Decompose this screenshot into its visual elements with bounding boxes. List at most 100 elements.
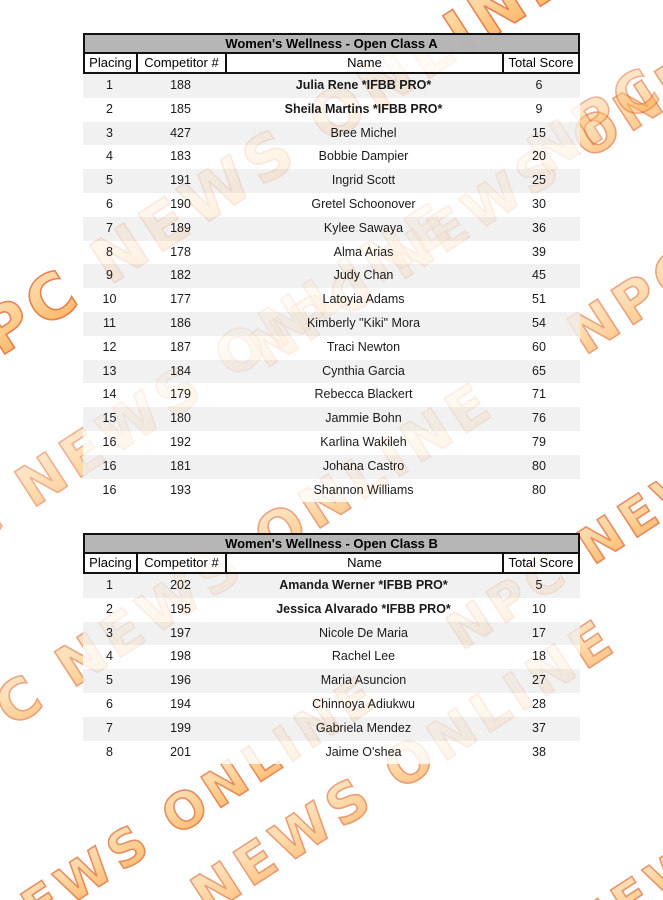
table-row: 1 202 Amanda Werner *IFBB PRO* 5 — [83, 574, 580, 598]
table-row: 10 177 Latoyia Adams 51 — [83, 288, 580, 312]
col-header-name: Name — [227, 54, 504, 72]
cell-competitor-number: 198 — [170, 649, 191, 664]
cell-competitor-number: 185 — [170, 101, 191, 116]
table-header-row: Placing Competitor # Name Total Score — [83, 54, 580, 74]
cell-competitor-number: 195 — [170, 601, 191, 616]
cell-name: Latoyia Adams — [322, 292, 405, 307]
cell-name: Rachel Lee — [331, 649, 396, 664]
table-body: 1 202 Amanda Werner *IFBB PRO* 5 2 195 J… — [83, 574, 580, 764]
table-row: 2 185 Sheila Martins *IFBB PRO* 9 — [83, 98, 580, 122]
cell-competitor-number: 186 — [170, 315, 191, 330]
table-row: 5 191 Ingrid Scott 25 — [83, 169, 580, 193]
cell-total-score: 65 — [532, 363, 546, 378]
cell-name: Cynthia Garcia — [322, 363, 405, 378]
cell-placing: 2 — [106, 601, 113, 616]
cell-total-score: 27 — [532, 673, 546, 688]
cell-placing: 1 — [106, 578, 113, 592]
cell-competitor-number: 197 — [170, 625, 191, 640]
table-header-row: Placing Competitor # Name Total Score — [83, 554, 580, 574]
table-row: 3 197 Nicole De Maria 17 — [83, 621, 580, 646]
cell-placing: 9 — [106, 268, 113, 283]
cell-placing: 4 — [106, 649, 113, 664]
cell-total-score: 20 — [532, 149, 546, 164]
results-table-class-a: Women's Wellness - Open Class A Placing … — [83, 33, 580, 503]
cell-competitor-number: 202 — [170, 578, 191, 592]
cell-name: Karlina Wakileh — [320, 434, 407, 449]
cell-name: Amanda Werner *IFBB PRO* — [279, 578, 448, 592]
col-header-placing: Placing — [85, 554, 138, 572]
results-table-class-b: Women's Wellness - Open Class B Placing … — [83, 533, 580, 765]
cell-placing: 16 — [102, 482, 117, 497]
col-header-total-score: Total Score — [508, 55, 574, 70]
cell-name: Ingrid Scott — [331, 173, 396, 188]
cell-total-score: 30 — [532, 196, 546, 211]
table-row: 2 195 Jessica Alvarado *IFBB PRO* 10 — [83, 598, 580, 622]
table-body: 1 188 Julia Rene *IFBB PRO* 6 2 185 Shei… — [83, 74, 580, 502]
cell-total-score: 80 — [532, 458, 546, 473]
table-row: 4 183 Bobbie Dampier 20 — [83, 145, 580, 169]
cell-name: Chinnoya Adiukwu — [312, 696, 415, 711]
cell-name: Judy Chan — [333, 268, 394, 283]
table-row: 16 193 Shannon Williams 80 — [83, 479, 580, 503]
cell-total-score: 39 — [532, 244, 546, 259]
cell-total-score: 18 — [532, 649, 546, 664]
cell-total-score: 5 — [535, 578, 543, 592]
cell-competitor-number: 190 — [170, 196, 191, 211]
cell-placing: 5 — [106, 173, 113, 188]
cell-total-score: 51 — [532, 292, 546, 307]
cell-competitor-number: 179 — [170, 387, 191, 402]
table-row: 8 201 Jaime O'shea 38 — [83, 741, 580, 765]
table-row: 8 178 Alma Arias 39 — [83, 241, 580, 265]
col-header-competitor: Competitor # — [138, 54, 227, 72]
cell-total-score: 10 — [532, 601, 546, 616]
cell-competitor-number: 183 — [170, 149, 191, 164]
cell-name: Maria Asuncion — [320, 673, 407, 688]
cell-name: Kimberly "Kiki" Mora — [306, 315, 421, 330]
cell-placing: 15 — [102, 411, 117, 426]
cell-competitor-number: 193 — [170, 482, 191, 497]
table-row: 7 189 Kylee Sawaya 36 — [83, 216, 580, 241]
cell-competitor-number: 184 — [170, 363, 191, 378]
cell-placing: 16 — [102, 458, 117, 473]
cell-placing: 7 — [106, 220, 113, 235]
table-row: 15 180 Jammie Bohn 76 — [83, 407, 580, 431]
col-header-placing: Placing — [85, 54, 138, 72]
cell-name: Julia Rene *IFBB PRO* — [295, 78, 432, 92]
cell-placing: 4 — [106, 149, 113, 164]
cell-name: Jaime O'shea — [325, 744, 402, 759]
cell-total-score: 71 — [532, 387, 546, 402]
cell-name: Alma Arias — [333, 244, 394, 259]
cell-placing: 1 — [106, 78, 113, 92]
table-row: 14 179 Rebecca Blackert 71 — [83, 383, 580, 407]
cell-placing: 3 — [106, 125, 113, 140]
cell-competitor-number: 189 — [170, 220, 191, 235]
cell-total-score: 17 — [532, 625, 546, 640]
cell-competitor-number: 181 — [170, 458, 191, 473]
cell-competitor-number: 196 — [170, 673, 191, 688]
table-row: 11 186 Kimberly "Kiki" Mora 54 — [83, 311, 580, 336]
cell-total-score: 37 — [532, 720, 546, 735]
cell-competitor-number: 177 — [170, 292, 191, 307]
cell-total-score: 76 — [532, 411, 546, 426]
cell-placing: 11 — [103, 315, 116, 330]
table-title: Women's Wellness - Open Class B — [83, 533, 580, 554]
cell-competitor-number: 182 — [170, 268, 191, 283]
cell-total-score: 54 — [532, 315, 546, 330]
cell-total-score: 28 — [532, 696, 546, 711]
cell-competitor-number: 188 — [170, 78, 191, 92]
table-row: 16 192 Karlina Wakileh 79 — [83, 431, 580, 455]
cell-placing: 5 — [106, 673, 113, 688]
cell-placing: 3 — [106, 625, 113, 640]
cell-total-score: 60 — [532, 339, 546, 354]
cell-placing: 14 — [102, 387, 117, 402]
cell-competitor-number: 199 — [170, 720, 191, 735]
cell-name: Traci Newton — [326, 339, 401, 354]
cell-total-score: 9 — [535, 101, 543, 116]
cell-name: Jessica Alvarado *IFBB PRO* — [276, 601, 451, 616]
table-row: 1 188 Julia Rene *IFBB PRO* 6 — [83, 74, 580, 98]
cell-placing: 2 — [106, 101, 113, 116]
cell-name: Rebecca Blackert — [314, 387, 413, 402]
table-row: 6 190 Gretel Schoonover 30 — [83, 193, 580, 217]
table-row: 9 182 Judy Chan 45 — [83, 264, 580, 289]
